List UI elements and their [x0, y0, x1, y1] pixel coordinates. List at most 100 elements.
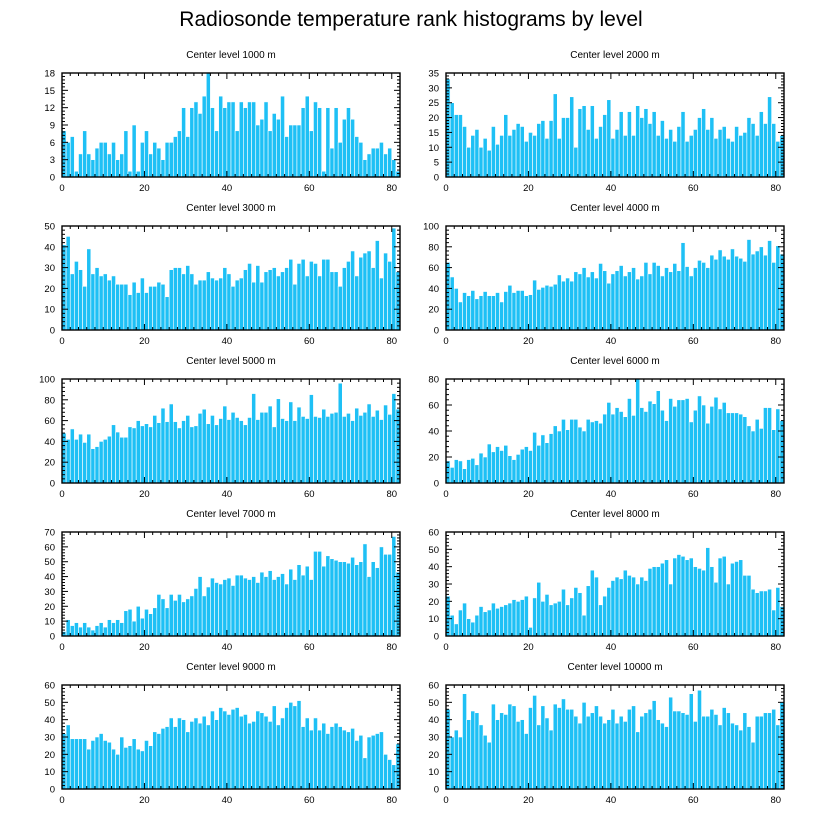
histogram-bar — [585, 418, 591, 484]
histogram-bar — [267, 130, 273, 178]
histogram-bar — [713, 258, 719, 331]
histogram-bar — [474, 129, 480, 178]
histogram-bar — [193, 588, 199, 637]
histogram-bar — [135, 605, 141, 637]
histogram-bar — [354, 275, 360, 331]
histogram-bar — [370, 147, 376, 178]
histogram-bar — [532, 431, 537, 484]
histogram-bar — [734, 412, 739, 484]
histogram-bar — [565, 604, 570, 637]
histogram-bar — [721, 255, 727, 331]
histogram-bar — [676, 710, 682, 790]
histogram-bar — [491, 295, 496, 331]
histogram-bar — [565, 429, 570, 484]
histogram-bar — [325, 416, 331, 484]
histogram-bar — [688, 421, 694, 484]
histogram-bar — [610, 273, 616, 331]
y-tick-label: 10 — [44, 767, 55, 778]
y-tick-label: 60 — [44, 542, 55, 553]
histogram-bar — [201, 595, 207, 637]
histogram-bar — [230, 286, 236, 331]
histogram-bar — [697, 395, 702, 484]
histogram-bar — [115, 159, 121, 178]
histogram-bar — [164, 296, 170, 331]
histogram-bar — [313, 101, 318, 178]
histogram-bar — [234, 707, 240, 790]
histogram-bar — [296, 564, 302, 637]
histogram-bar — [528, 627, 533, 637]
histogram-bar — [627, 398, 632, 484]
histogram-bar — [528, 450, 533, 484]
x-tick-label: 40 — [606, 642, 617, 653]
histogram-bar — [709, 117, 715, 178]
histogram-bar — [164, 142, 170, 178]
histogram-bar — [742, 575, 748, 637]
histogram-bar — [672, 710, 678, 790]
histogram-bar — [193, 283, 199, 331]
histogram-bar — [152, 415, 158, 484]
histogram-bar — [470, 710, 476, 790]
histogram-bar — [333, 559, 339, 637]
histogram-bar — [515, 454, 521, 484]
histogram-bar — [466, 618, 472, 637]
y-tick-label: 3 — [50, 155, 55, 166]
histogram-bar — [540, 287, 546, 331]
histogram-bar — [346, 261, 351, 331]
histogram-bar — [152, 286, 158, 331]
histogram-bar — [763, 590, 768, 637]
histogram-bar — [466, 295, 472, 331]
histogram-bar — [222, 267, 228, 331]
histogram-bar — [329, 413, 335, 484]
histogram-bar — [251, 101, 257, 178]
histogram-bar — [655, 566, 661, 637]
histogram-bar — [495, 446, 500, 484]
histogram-bar — [532, 279, 537, 331]
y-tick-label: 20 — [44, 284, 55, 295]
histogram-bar — [598, 126, 603, 178]
x-tick-label: 80 — [386, 183, 397, 194]
histogram-bar — [321, 258, 327, 331]
histogram-bar — [304, 95, 310, 178]
histogram-bar — [263, 271, 269, 331]
x-tick-label: 20 — [523, 795, 534, 806]
x-tick-label: 0 — [59, 336, 64, 347]
histogram-bar — [684, 559, 690, 637]
y-tick-label: 50 — [44, 557, 55, 568]
histogram-bar — [210, 577, 215, 637]
histogram-bar — [284, 136, 290, 178]
histogram-bar — [750, 430, 756, 484]
histogram-bar — [94, 625, 100, 637]
histogram-bar — [341, 416, 347, 484]
y-tick-label: 100 — [39, 375, 55, 386]
histogram-bar — [725, 712, 731, 790]
histogram-bar — [697, 260, 702, 331]
histogram-bar — [119, 283, 125, 331]
histogram-bar — [160, 407, 166, 484]
y-tick-label: 40 — [44, 242, 55, 253]
y-tick-label: 0 — [50, 173, 55, 184]
histogram-bar — [379, 277, 384, 331]
histogram-bar — [775, 408, 781, 484]
histogram-bar — [655, 390, 661, 484]
histogram-bar — [387, 759, 393, 790]
histogram-bar — [74, 738, 79, 790]
histogram-bar — [668, 271, 674, 331]
x-tick-label: 60 — [688, 489, 699, 500]
histogram-bar — [466, 719, 472, 790]
histogram-bar — [754, 592, 760, 637]
histogram-bar — [82, 738, 88, 790]
histogram-bar — [515, 721, 521, 790]
histogram-bar — [98, 733, 104, 790]
histogram-bar — [453, 623, 459, 637]
histogram-bar — [172, 267, 178, 331]
histogram-bar — [598, 263, 603, 331]
histogram-bar — [462, 468, 467, 484]
histogram-bar — [511, 292, 517, 331]
histogram-bar — [458, 114, 463, 178]
panel-title: Center level 2000 m — [570, 50, 660, 61]
histogram-bar — [680, 555, 686, 637]
histogram-bar — [255, 419, 261, 484]
histogram-bar — [218, 418, 224, 484]
histogram-bar — [271, 426, 277, 484]
histogram-bar — [135, 170, 141, 178]
